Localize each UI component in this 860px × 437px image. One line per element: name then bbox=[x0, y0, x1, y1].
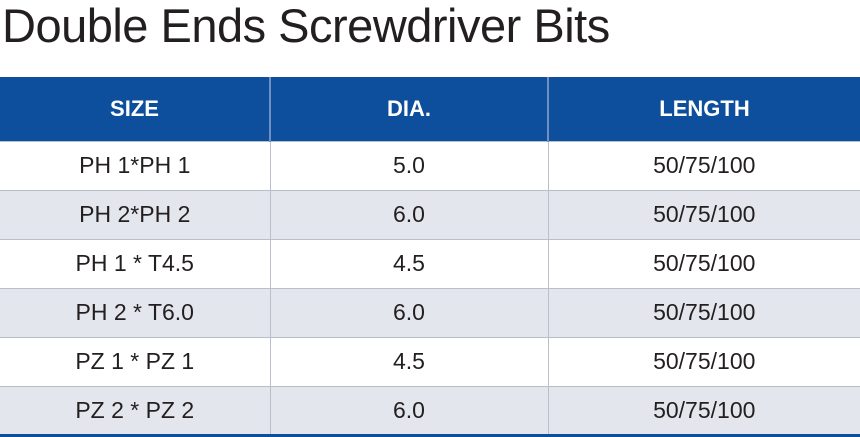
table-row: PH 1*PH 1 5.0 50/75/100 bbox=[0, 140, 860, 190]
cell-dia: 4.5 bbox=[269, 238, 548, 288]
cell-length: 50/75/100 bbox=[547, 287, 860, 337]
cell-length: 50/75/100 bbox=[547, 336, 860, 386]
cell-dia: 6.0 bbox=[269, 189, 548, 239]
cell-length: 50/75/100 bbox=[547, 385, 860, 437]
header-length: LENGTH bbox=[547, 77, 860, 141]
cell-size: PH 1*PH 1 bbox=[0, 140, 270, 190]
cell-size: PH 2*PH 2 bbox=[0, 189, 270, 239]
cell-length: 50/75/100 bbox=[547, 189, 860, 239]
table-row: PH 2*PH 2 6.0 50/75/100 bbox=[0, 189, 860, 239]
table-body: PH 1*PH 1 5.0 50/75/100 PH 2*PH 2 6.0 50… bbox=[0, 140, 860, 437]
table-header: SIZE DIA. LENGTH bbox=[0, 77, 860, 141]
cell-dia: 6.0 bbox=[269, 287, 548, 337]
cell-length: 50/75/100 bbox=[547, 238, 860, 288]
table-row: PZ 1 * PZ 1 4.5 50/75/100 bbox=[0, 336, 860, 386]
header-dia: DIA. bbox=[269, 77, 548, 141]
table-row: PH 2 * T6.0 6.0 50/75/100 bbox=[0, 287, 860, 337]
cell-size: PZ 2 * PZ 2 bbox=[0, 385, 270, 437]
table-row: PH 1 * T4.5 4.5 50/75/100 bbox=[0, 238, 860, 288]
cell-length: 50/75/100 bbox=[547, 140, 860, 190]
page-title: Double Ends Screwdriver Bits bbox=[2, 0, 610, 52]
header-size: SIZE bbox=[0, 77, 270, 141]
cell-dia: 6.0 bbox=[269, 385, 548, 437]
header-row: SIZE DIA. LENGTH bbox=[0, 77, 860, 141]
table-row: PZ 2 * PZ 2 6.0 50/75/100 bbox=[0, 385, 860, 437]
spec-table: SIZE DIA. LENGTH PH 1*PH 1 5.0 50/75/100… bbox=[0, 77, 860, 437]
cell-size: PZ 1 * PZ 1 bbox=[0, 336, 270, 386]
cell-dia: 4.5 bbox=[269, 336, 548, 386]
cell-dia: 5.0 bbox=[269, 140, 548, 190]
cell-size: PH 1 * T4.5 bbox=[0, 238, 270, 288]
cell-size: PH 2 * T6.0 bbox=[0, 287, 270, 337]
